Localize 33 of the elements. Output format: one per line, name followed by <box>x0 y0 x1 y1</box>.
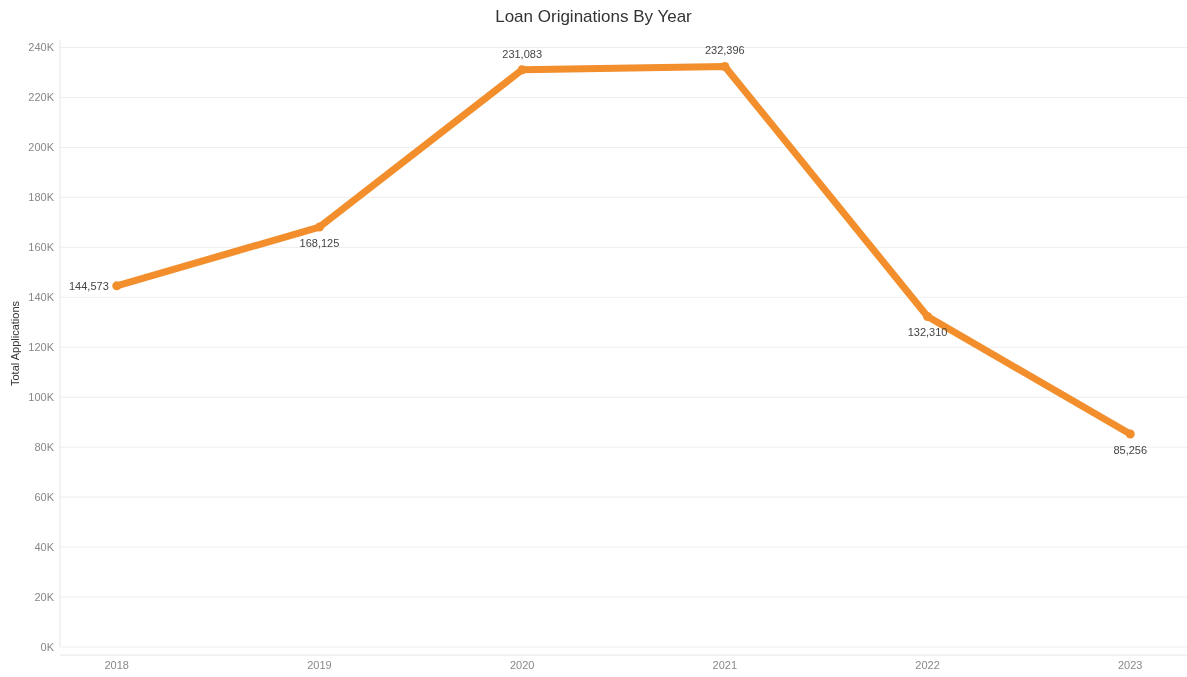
y-tick-label: 80K <box>34 441 55 454</box>
point <box>517 65 527 75</box>
y-tick-label: 180K <box>28 191 55 204</box>
y-tick-label: 60K <box>34 491 55 504</box>
point <box>1125 429 1135 439</box>
data-label: 168,125 <box>299 237 340 250</box>
y-tick-label: 240K <box>28 41 55 54</box>
y-tick-label: 40K <box>34 541 55 554</box>
data-label: 232,396 <box>704 44 745 57</box>
data-label: 231,083 <box>502 47 543 60</box>
y-tick-label: 220K <box>28 91 55 104</box>
y-tick-label: 0K <box>40 641 55 653</box>
x-tick-label: 2020 <box>509 659 535 671</box>
point <box>720 61 730 71</box>
data-label: 85,256 <box>1113 444 1148 457</box>
chart-title: Loan Originations By Year <box>495 7 693 26</box>
point <box>923 312 933 321</box>
y-tick-label: 120K <box>28 341 55 354</box>
x-tick-label: 2018 <box>104 659 129 671</box>
data-label: 132,310 <box>907 326 948 339</box>
y-tick-label: 20K <box>34 591 55 604</box>
y-tick-label: 160K <box>28 241 55 254</box>
point <box>112 281 122 291</box>
point <box>314 222 324 232</box>
data-label: 144,573 <box>68 279 109 292</box>
y-axis-title: Total Applications <box>9 300 21 386</box>
x-tick-label: 2021 <box>712 659 738 671</box>
x-tick-label: 2022 <box>915 659 940 671</box>
x-tick-label: 2023 <box>1118 659 1143 671</box>
x-tick-label: 2019 <box>307 659 332 671</box>
y-tick-label: 140K <box>28 291 55 304</box>
y-tick-label: 100K <box>28 391 55 404</box>
y-tick-label: 200K <box>28 141 55 154</box>
